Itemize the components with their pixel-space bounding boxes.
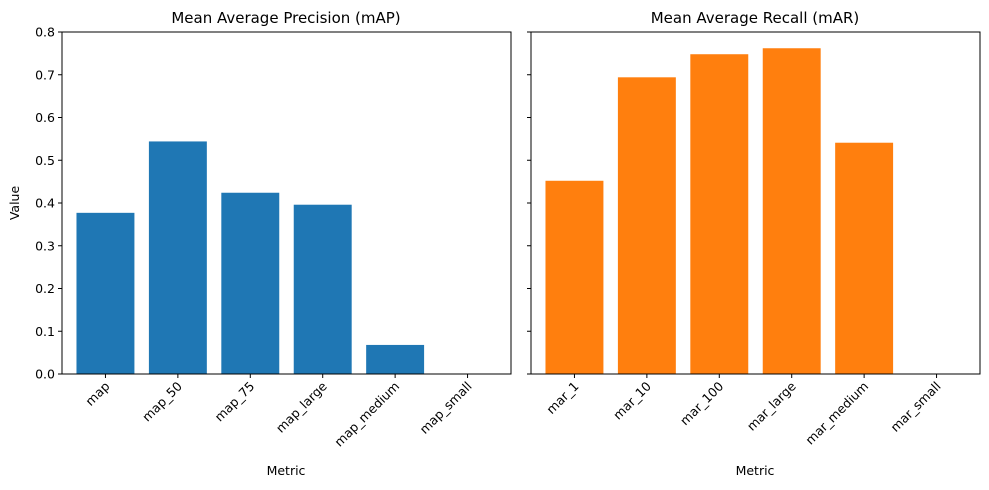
map-y-tick-label: 0.5 [35,153,55,168]
chart-map-title: Mean Average Precision (mAP) [171,9,400,27]
map-x-tick-label: map_small [416,379,474,437]
map-bar-map_75 [221,192,280,374]
map-x-tick-label: map_large [273,378,330,435]
map-bar-map_50 [148,141,207,374]
chart-map-bars [76,141,425,374]
mar-bar-mar_10 [617,77,676,374]
chart-mar-x-axis-label: Metric [736,463,775,478]
mar-x-tick-label: mar_100 [677,378,727,428]
chart-mar-x-ticks: mar_1 mar_10 mar_100 mar_large mar_medium mar… [543,374,944,448]
mar-x-tick-label: mar_large [744,378,799,433]
map-y-tick-label: 0.0 [35,367,55,382]
mar-bar-mar_1 [545,180,604,374]
map-y-tick-label: 0.8 [35,25,55,40]
map-x-tick-label: map_medium [331,379,402,450]
mar-bar-mar_100 [690,54,749,374]
chart-map-x-ticks: map map_50 map_75 map_large map_medium map_sm… [82,374,475,450]
chart-mar-title: Mean Average Recall (mAR) [651,9,860,27]
map-y-tick-label: 0.4 [35,196,55,211]
map-bar-map_large [293,204,352,374]
map-bar-map_medium [366,344,425,374]
chart-mar-y-ticks [527,31,531,375]
mar-x-tick-label: mar_10 [610,378,654,422]
map-y-tick-label: 0.6 [35,110,55,125]
mar-x-tick-label: mar_1 [543,379,581,417]
mar-x-tick-label: mar_small [887,379,943,435]
map-y-tick-label: 0.1 [35,324,55,339]
chart-map-y-axis-label: Value [7,186,22,221]
map-y-tick-label: 0.3 [35,238,55,253]
map-y-tick-label: 0.2 [35,281,55,296]
map-y-tick-label: 0.7 [35,67,55,82]
chart-map-x-axis-label: Metric [267,463,306,478]
mar-bar-mar_large [762,48,821,374]
map-x-tick-label: map_75 [211,379,257,425]
mar-x-tick-label: mar_medium [802,379,871,448]
chart-mar: Mean Average Recall (mAR) mar_1 mar_10 mar… [527,9,981,478]
map-x-tick-label: map [82,378,112,408]
map-x-tick-label: map_50 [139,378,185,424]
chart-map-y-ticks: 0.0 0.1 0.2 0.3 0.4 0.5 0.6 0.7 0.8 [35,25,62,382]
chart-map: Mean Average Precision (mAP) 0.00.10.20.… [7,9,512,478]
map-bar-map [76,212,135,374]
mar-bar-mar_medium [835,142,894,374]
chart-mar-bars [545,48,894,374]
